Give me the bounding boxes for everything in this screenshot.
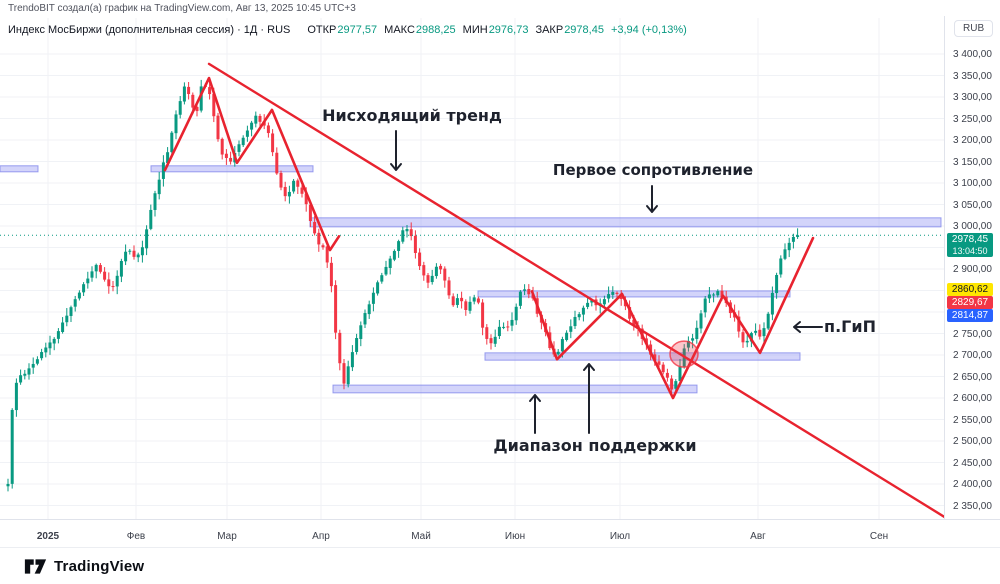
annotation-arrow: [793, 321, 823, 333]
ohlc-value: 2977,57: [337, 24, 378, 36]
ohlc-value: 2978,45: [564, 24, 604, 36]
zone-first-resistance-zone: [309, 217, 942, 228]
chart-plot-area[interactable]: Нисходящий тренд Первое сопротивление п.Ги…: [0, 0, 944, 519]
price-tick-label: 3 400,00: [953, 49, 992, 60]
change-value: +3,94 (+0,13%): [610, 24, 687, 36]
price-tick-label: 3 300,00: [953, 92, 992, 103]
price-tick-label: 2 750,00: [953, 328, 992, 340]
annotations: Нисходящий тренд Первое сопротивление п.Ги…: [322, 106, 876, 455]
time-tick-label[interactable]: Мар: [217, 531, 237, 542]
bar-countdown: 13:04:50: [952, 246, 988, 256]
price-tick-label: 3 350,00: [953, 70, 992, 82]
zone-support-zone-upper: [484, 352, 801, 361]
price-level-badge: 2814,87: [947, 309, 993, 322]
price-tick-label: 2 350,00: [953, 500, 992, 512]
price-tick-label: 3 000,00: [953, 221, 992, 232]
left-zigzag[interactable]: [163, 76, 341, 252]
time-tick-label[interactable]: Сен: [869, 531, 889, 542]
annotation-text: п.ГиП: [824, 317, 876, 336]
tradingview-logo[interactable]: TradingView: [24, 557, 144, 576]
attribution-bar: TrendoBIT создал(а) график на TradingVie…: [0, 0, 1000, 16]
candlestick-series[interactable]: [6, 79, 800, 492]
last-price-badge: 2978,45 13:04:50: [947, 233, 993, 257]
zone-support-zone-lower: [332, 384, 698, 394]
annotation-text: Первое сопротивление: [553, 161, 753, 179]
price-tick-label: 3 050,00: [953, 199, 992, 211]
price-axis[interactable]: RUB 3 400,00 3 350,00 3 300,00 3 250,00 3 20…: [944, 16, 1000, 519]
ohlc-label: ЗАКР: [535, 24, 564, 36]
support-resistance-bands[interactable]: [0, 165, 942, 394]
time-tick-label[interactable]: Авг: [750, 531, 766, 542]
footer-bar: TradingView: [0, 547, 1000, 584]
price-tick-label: 3 100,00: [953, 178, 992, 189]
zone-left-edge-zone: [0, 165, 39, 173]
price-tick-label: 2 900,00: [953, 264, 992, 275]
last-price-value: 2978,45: [951, 234, 989, 245]
ohlc-value: 2976,73: [488, 24, 529, 36]
annotation-arrow: [529, 394, 541, 434]
ohlc-label: МИН: [462, 24, 488, 36]
price-tick-label: 3 150,00: [953, 156, 992, 168]
time-tick-label[interactable]: Июл: [609, 531, 631, 542]
price-tick-label: 2 600,00: [953, 393, 992, 404]
price-tick-label: 3 200,00: [953, 135, 992, 146]
price-tick-label: 2 650,00: [953, 371, 992, 383]
annotation-text: Диапазон поддержки: [493, 436, 696, 455]
price-level-badge: 2860,62: [947, 283, 993, 296]
ohlc-label: ОТКР: [307, 24, 337, 36]
annotation-arrow: [390, 130, 402, 171]
annotation-arrow: [646, 185, 658, 213]
zone-mid-resistance-zone: [477, 290, 791, 298]
time-tick-label[interactable]: Апр: [312, 531, 330, 542]
tradingview-logo-icon: [24, 559, 47, 574]
tradingview-logo-text: TradingView: [54, 558, 145, 575]
time-axis[interactable]: 2025 Фев Мар Апр Май Июн Июл Авг Сен: [0, 519, 1000, 548]
ohlc-value: 2988,25: [415, 24, 456, 36]
inverse-hs-zigzag[interactable]: [530, 236, 815, 400]
downtrend-line[interactable]: [207, 62, 944, 519]
time-tick-label[interactable]: 2025: [36, 531, 60, 542]
time-tick-label[interactable]: Июн: [504, 531, 526, 542]
time-tick-label[interactable]: Май: [411, 531, 431, 542]
price-tick-label: 3 250,00: [953, 113, 992, 125]
annotation-arrow: [583, 363, 595, 434]
price-tick-label: 2 400,00: [953, 479, 992, 490]
price-tick-label: 2 500,00: [953, 436, 992, 447]
highlight-circle[interactable]: [669, 340, 699, 368]
annotation-text: Нисходящий тренд: [322, 106, 502, 125]
chart-legend[interactable]: Индекс МосБиржи (дополнительная сессия) …: [8, 24, 687, 36]
ohlc-label: МАКС: [384, 24, 415, 36]
price-tick-label: 2 450,00: [953, 457, 992, 469]
price-level-badge: 2829,67: [947, 296, 993, 309]
currency-chip[interactable]: RUB: [954, 20, 994, 37]
price-tick-label: 2 700,00: [953, 350, 992, 361]
zone-february-top-zone: [150, 165, 314, 173]
gridlines: [0, 18, 944, 519]
time-tick-label[interactable]: Фев: [126, 531, 146, 542]
symbol-title: Индекс МосБиржи (дополнительная сессия) …: [8, 24, 291, 36]
attribution-text: TrendoBIT создал(а) график на TradingVie…: [8, 3, 356, 14]
price-tick-label: 2 550,00: [953, 414, 992, 426]
